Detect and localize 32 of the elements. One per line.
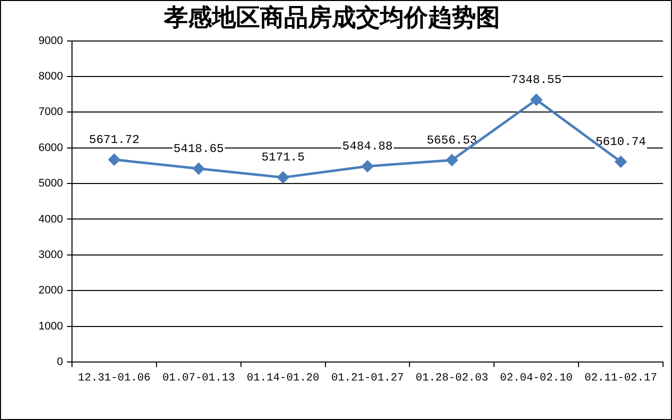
y-tick-label: 8000 <box>38 70 63 83</box>
point <box>446 154 458 166</box>
x-tick-label: 12.31-01.06 <box>78 372 151 385</box>
point <box>192 162 204 174</box>
y-tick-label: 5000 <box>38 178 63 190</box>
chart-title: 孝感地区商品房成交均价趋势图 <box>163 4 500 32</box>
y-tick-label: 1000 <box>38 320 63 332</box>
y-tick-label: 9000 <box>38 34 63 47</box>
point <box>277 172 289 184</box>
x-tick-label: 01.14-01.20 <box>246 372 320 385</box>
x-tick-label: 01.28-02.03 <box>416 372 488 385</box>
point <box>615 156 627 168</box>
y-tick-label: 3000 <box>38 248 63 261</box>
y-tick-label: 0 <box>56 356 63 368</box>
y-tick-label: 4000 <box>38 213 63 226</box>
point <box>362 160 374 172</box>
x-tick-label: 02.04-02.10 <box>500 372 573 385</box>
x-tick-label: 01.21-01.27 <box>331 372 404 385</box>
data-label: 5610.74 <box>596 134 646 149</box>
point <box>108 154 120 166</box>
data-label: 7348.55 <box>511 72 562 87</box>
x-tick-label: 01.07-01.13 <box>162 372 235 385</box>
y-tick-label: 2000 <box>38 284 63 297</box>
point <box>530 94 542 106</box>
data-label: 5418.65 <box>173 142 224 156</box>
data-label: 5671.72 <box>89 132 140 147</box>
y-tick-label: 7000 <box>38 106 63 118</box>
y-tick-label: 6000 <box>38 142 63 154</box>
data-label: 5484.88 <box>342 139 393 154</box>
data-label: 5171.5 <box>261 150 305 165</box>
x-tick-label: 02.11-02.17 <box>584 372 658 385</box>
data-label: 5656.53 <box>426 133 478 148</box>
